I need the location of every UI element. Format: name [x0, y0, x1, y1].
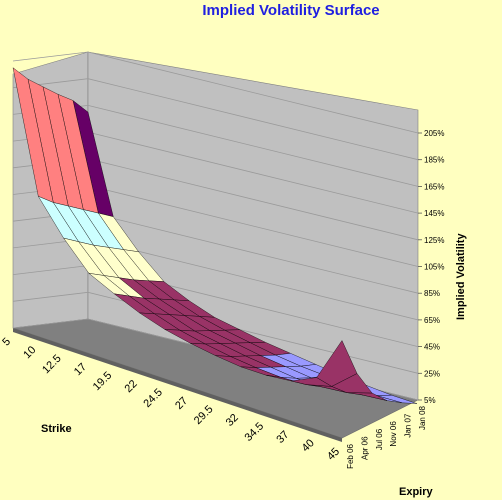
expiry-tick-label: Jan 08	[418, 405, 427, 430]
strike-tick-label: 19.5	[91, 369, 115, 393]
z-tick-label: 5%	[424, 396, 436, 405]
floor-edge	[13, 328, 342, 442]
gridline	[12, 51, 419, 134]
strike-tick-label: 29.5	[192, 403, 216, 427]
strike-tick-label: 34.5	[243, 420, 267, 444]
chart-title: Implied Volatility Surface	[202, 2, 379, 19]
z-tick-label: 125%	[424, 236, 444, 245]
strike-tick-label: 24.5	[141, 386, 165, 410]
strike-tick-label: 10	[21, 344, 38, 361]
strike-tick-label: 45	[325, 446, 342, 463]
z-tick-label: 165%	[424, 182, 444, 191]
strike-tick-label: 22	[123, 378, 140, 395]
gridline	[12, 291, 419, 374]
z-tick-label: 145%	[424, 209, 444, 218]
z-tick-label: 85%	[424, 289, 440, 298]
strike-tick-label: 32	[224, 412, 241, 429]
expiry-tick-label: Jul 06	[375, 428, 384, 450]
x-axis-title: Strike	[41, 423, 72, 435]
z-tick-label: 185%	[424, 156, 444, 165]
expiry-tick-label: Apr 06	[360, 436, 369, 460]
expiry-tick-label: Feb 06	[346, 443, 355, 468]
strike-tick-label: 5	[0, 336, 13, 349]
z-tick-label: 65%	[424, 316, 440, 325]
z-tick-label: 205%	[424, 129, 444, 138]
strike-tick-label: 17	[72, 361, 89, 378]
z-axis-title: Implied Volatility	[455, 233, 467, 320]
surface-cell	[316, 339, 358, 387]
strike-tick-label: 37	[274, 429, 291, 446]
z-tick-label: 45%	[424, 343, 440, 352]
expiry-tick-label: Jan 07	[404, 413, 413, 438]
z-tick-label: 105%	[424, 263, 444, 272]
strike-tick-label: 12.5	[40, 353, 64, 377]
z-tick-label: 25%	[424, 369, 440, 378]
strike-tick-label: 40	[300, 437, 317, 454]
y-axis-title: Expiry	[399, 486, 434, 498]
expiry-tick-label: Nov 06	[389, 421, 398, 447]
strike-tick-label: 27	[173, 395, 190, 412]
surface	[12, 67, 418, 404]
